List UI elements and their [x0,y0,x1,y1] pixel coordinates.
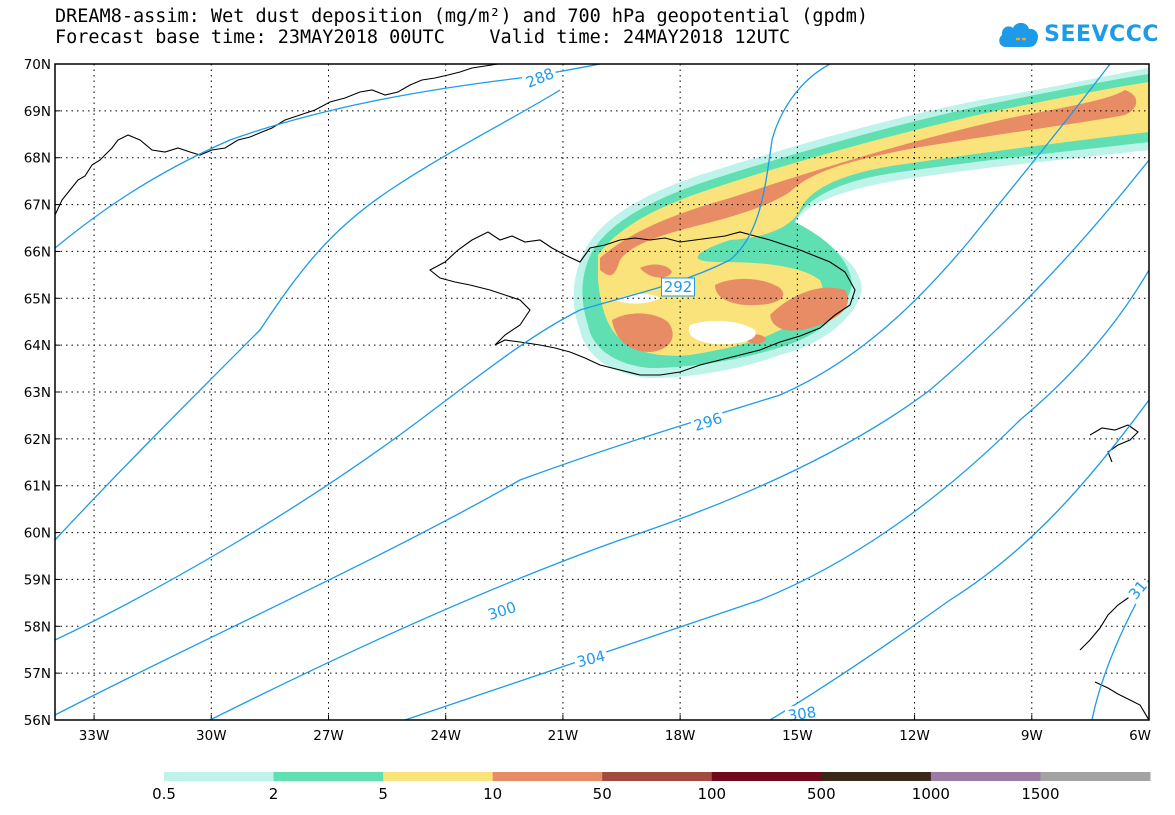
lon-tick-label: 30W [196,728,227,744]
dust-gap-1 [688,320,756,345]
lon-tick-label: 12W [899,728,930,744]
contour-label-288: 288 [521,63,559,93]
lat-tick-label: 61N [24,479,51,495]
contour-label-292: 292 [661,277,695,297]
legend-swatch [711,772,822,781]
lon-tick-label: 6W [1129,728,1151,744]
contour-label-text: 304 [575,647,607,671]
latitude-labels: 56N 57N 58N 59N 60N 61N 62N 63N 64N 65N 66N 67N 68N 6… [24,57,51,729]
greenland-coast [55,64,499,216]
lat-tick-label: 69N [24,104,51,120]
contour-292b [55,64,1111,716]
contour-label-308: 308 [784,702,820,726]
legend-label: 0.5 [152,785,176,803]
contour-288b [55,89,561,541]
legend-swatch [602,772,713,781]
legend-swatch [492,772,603,781]
legend-swatch [1040,772,1151,781]
contour-288 [55,64,601,249]
lon-tick-label: 15W [782,728,813,744]
contour-label-text: 308 [787,703,818,725]
lat-tick-label: 62N [24,432,51,448]
lon-tick-label: 21W [548,728,579,744]
cloud-logo-icon [999,22,1039,47]
legend-label: 5 [378,785,388,803]
lat-tick-label: 66N [24,244,51,260]
legend-label: 10 [483,785,503,803]
legend-label: 100 [697,785,727,803]
map-title: DREAM8-assim: Wet dust deposition (mg/m²… [55,6,869,27]
contour-label-296: 296 [689,408,727,436]
legend-swatch [383,772,494,781]
norway-coast [1079,587,1149,720]
contour-label-text: 31 [1125,577,1151,603]
contour-292 [55,64,831,641]
lat-tick-label: 59N [24,572,51,588]
contour-300 [404,269,1149,720]
legend-label: 1000 [911,785,950,803]
legend-color-bar [164,772,1151,781]
lat-tick-label: 56N [24,713,51,729]
contour-296 [209,159,1149,720]
legend-label: 2 [268,785,279,803]
legend-swatch [821,772,932,781]
lat-tick-label: 63N [24,385,51,401]
contour-label-text: 296 [692,409,725,435]
lat-tick-label: 65N [24,291,51,307]
lat-tick-label: 64N [24,338,51,354]
lat-tick-label: 57N [24,666,51,682]
dust-gap-2 [615,293,660,304]
lat-tick-label: 67N [24,198,51,214]
contour-304 [769,399,1149,720]
dust-band-10 [600,90,1137,276]
map-frame [54,63,1150,721]
lat-tick-label: 70N [24,57,51,73]
iceland-coast [429,231,856,376]
dust-patch-4 [640,264,672,278]
legend-swatch [273,772,384,781]
legend-label: 500 [807,785,836,803]
legend-label: 1500 [1021,785,1060,803]
dust-deposition-field [573,68,1149,378]
seevccc-logo: SEEVCCC [996,14,1159,54]
lat-tick-label: 60N [24,526,51,542]
contour-label-text: 300 [486,598,519,624]
contour-labels: 288 292 296 300 304 308 31 [483,63,1153,726]
lat-tick-label: 58N [24,619,51,635]
legend-label: 50 [592,785,612,803]
lon-tick-label: 33W [79,728,110,744]
forecast-times: Forecast base time: 23MAY2018 00UTC Vali… [55,27,791,48]
dust-patch-1 [612,313,673,352]
logo-text: SEEVCCC [1044,21,1159,47]
contour-label-300: 300 [483,597,521,625]
lat-tick-label: 68N [24,151,51,167]
faroe-coast [1089,424,1139,463]
legend-swatch [164,772,275,781]
contour-label-text: 292 [664,278,693,296]
lon-tick-label: 9W [1021,728,1043,744]
lon-tick-label: 27W [313,728,344,744]
legend-swatch [930,772,1041,781]
lon-tick-label: 24W [430,728,461,744]
longitude-labels: 33W 30W 27W 24W 21W 18W 15W 12W 9W 6W [79,728,1151,744]
contour-label-304: 304 [572,646,610,672]
lat-lon-grid [55,63,1150,721]
lon-tick-label: 18W [665,728,696,744]
